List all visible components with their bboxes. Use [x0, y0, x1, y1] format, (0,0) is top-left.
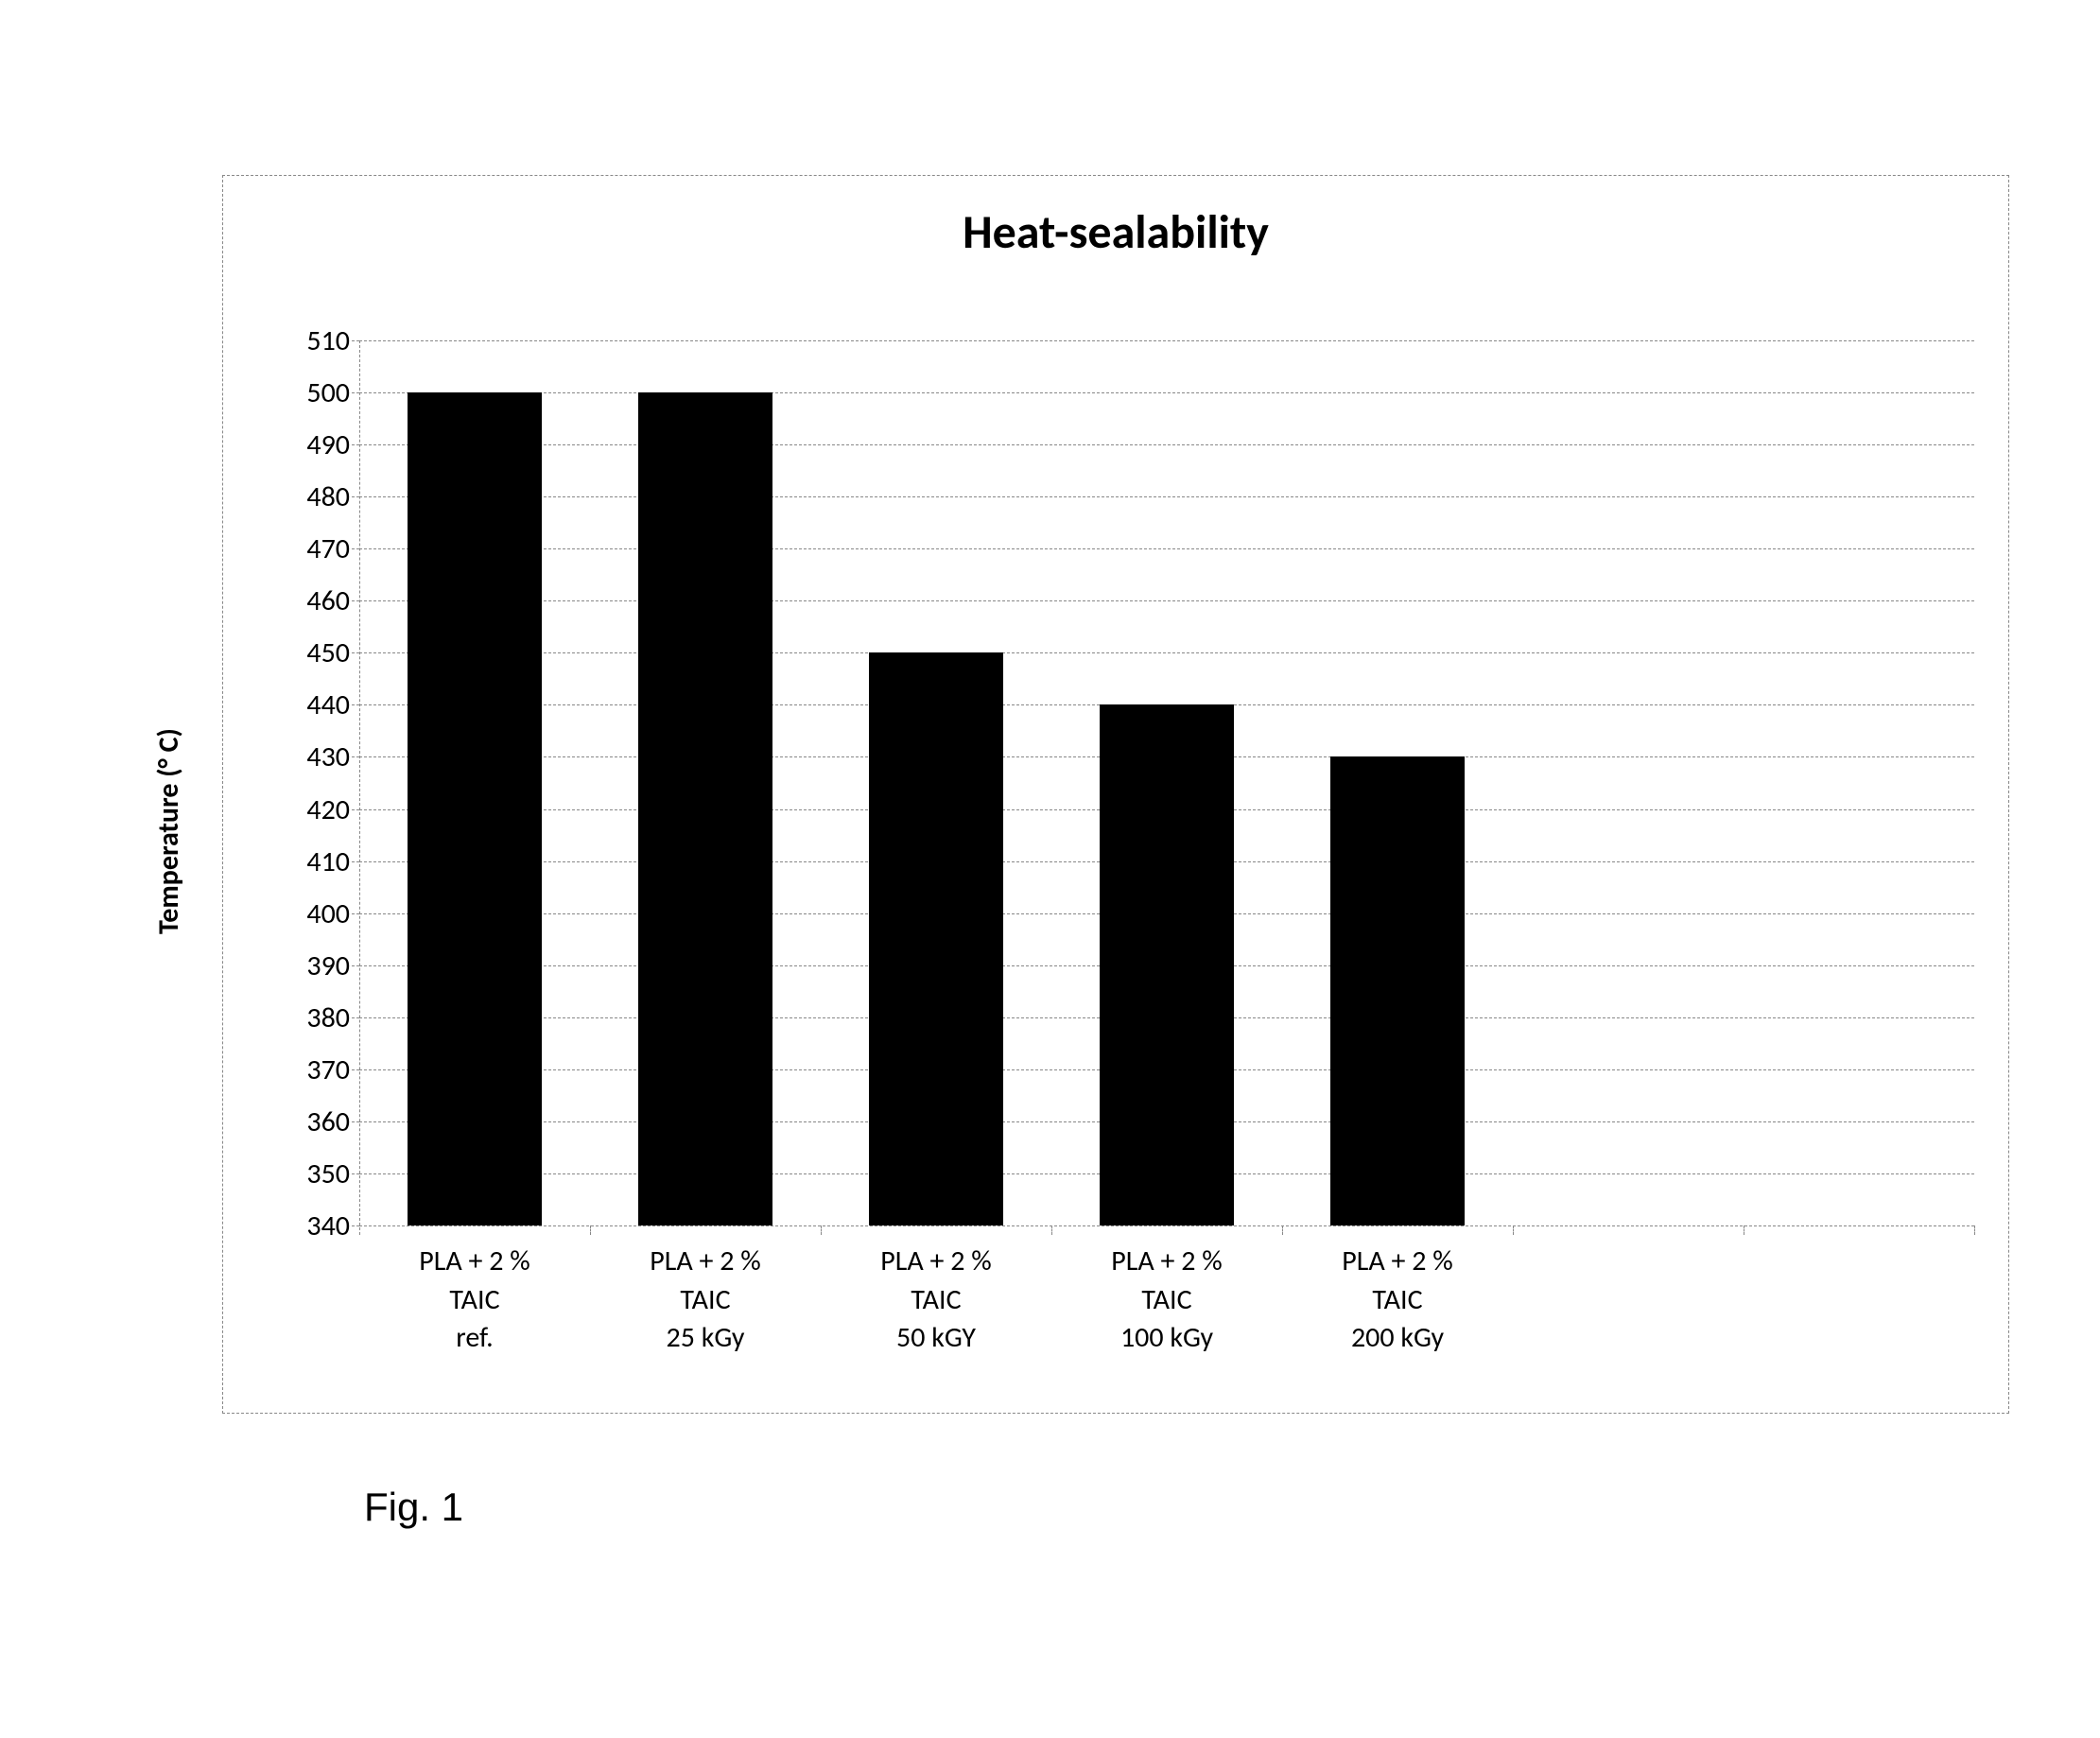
y-tick-label: 440 — [265, 687, 350, 722]
bar — [638, 392, 772, 1225]
y-tick-label: 420 — [265, 792, 350, 827]
y-tick-label: 390 — [265, 948, 350, 983]
y-tick-mark — [352, 1121, 359, 1122]
bar — [1100, 704, 1234, 1225]
x-axis-line — [359, 1225, 1974, 1226]
page: Heat-sealability Temperature (° C) Fig. … — [0, 0, 2100, 1738]
y-tick-label: 380 — [265, 1000, 350, 1035]
gridline — [359, 444, 1974, 445]
y-tick-mark — [352, 392, 359, 393]
x-tick-mark — [1974, 1225, 1975, 1235]
bar — [1330, 756, 1465, 1225]
x-tick-mark — [1513, 1225, 1514, 1235]
y-tick-label: 500 — [265, 375, 350, 410]
bar — [869, 652, 1003, 1225]
x-tick-label: PLA + 2 % TAIC 50 kGY — [821, 1243, 1051, 1358]
x-tick-mark — [1051, 1225, 1052, 1235]
gridline — [359, 600, 1974, 601]
y-tick-label: 360 — [265, 1104, 350, 1139]
figure-caption: Fig. 1 — [364, 1485, 463, 1530]
y-tick-mark — [352, 1225, 359, 1226]
plot-area — [359, 340, 1974, 1225]
y-tick-label: 350 — [265, 1156, 350, 1191]
x-tick-mark — [1282, 1225, 1283, 1235]
y-tick-label: 410 — [265, 844, 350, 879]
y-tick-label: 400 — [265, 896, 350, 931]
x-tick-mark — [590, 1225, 591, 1235]
y-tick-label: 460 — [265, 583, 350, 618]
gridline — [359, 392, 1974, 393]
y-tick-mark — [352, 965, 359, 966]
x-tick-label: PLA + 2 % TAIC 100 kGy — [1051, 1243, 1282, 1358]
y-tick-label: 340 — [265, 1208, 350, 1243]
y-tick-mark — [352, 496, 359, 497]
gridline — [359, 652, 1974, 653]
y-tick-mark — [352, 861, 359, 862]
y-tick-label: 370 — [265, 1052, 350, 1087]
y-tick-mark — [352, 704, 359, 705]
y-tick-mark — [352, 652, 359, 653]
y-tick-mark — [352, 444, 359, 445]
y-tick-mark — [352, 913, 359, 914]
y-tick-label: 480 — [265, 479, 350, 514]
gridline — [359, 340, 1974, 341]
y-tick-mark — [352, 1017, 359, 1018]
y-tick-mark — [352, 340, 359, 341]
bar — [408, 392, 542, 1225]
chart-title: Heat-sealability — [222, 203, 2009, 261]
y-tick-label: 450 — [265, 635, 350, 670]
y-tick-mark — [352, 1173, 359, 1174]
y-tick-label: 490 — [265, 427, 350, 462]
y-axis-label: Temperature (° C) — [151, 728, 186, 934]
y-tick-mark — [352, 600, 359, 601]
gridline — [359, 496, 1974, 497]
y-tick-mark — [352, 548, 359, 549]
y-tick-mark — [352, 756, 359, 757]
y-tick-label: 470 — [265, 531, 350, 566]
gridline — [359, 548, 1974, 549]
y-tick-mark — [352, 809, 359, 810]
x-tick-label: PLA + 2 % TAIC 25 kGy — [590, 1243, 821, 1358]
y-tick-mark — [352, 1069, 359, 1070]
y-tick-label: 430 — [265, 739, 350, 774]
x-tick-mark — [821, 1225, 822, 1235]
y-tick-label: 510 — [265, 323, 350, 358]
y-axis-line — [359, 340, 360, 1235]
x-tick-label: PLA + 2 % TAIC 200 kGy — [1282, 1243, 1513, 1358]
x-tick-label: PLA + 2 % TAIC ref. — [359, 1243, 590, 1358]
